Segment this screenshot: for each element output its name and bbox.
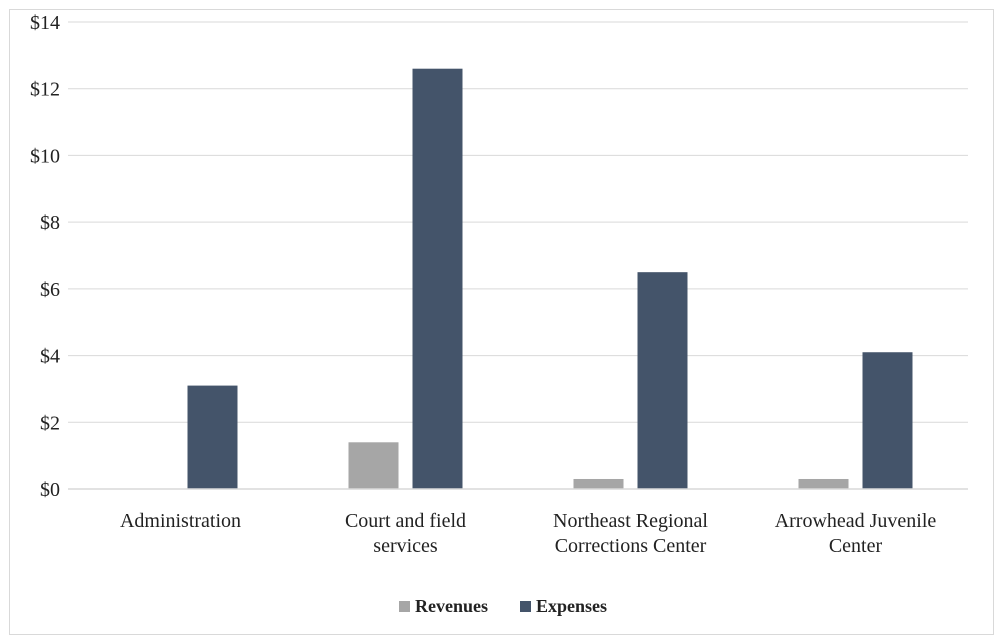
- category-label: Arrowhead Juvenile Center: [775, 510, 937, 557]
- bar-expenses-2: [637, 272, 688, 489]
- legend-label-revenues: Revenues: [415, 596, 488, 616]
- y-tick-label: $14: [30, 12, 60, 34]
- y-tick-label: $2: [40, 412, 60, 434]
- legend: Revenues Expenses: [399, 596, 607, 616]
- bar-expenses-3: [862, 352, 913, 489]
- y-tick-label: $12: [30, 79, 60, 101]
- bar-revenues-1: [348, 442, 399, 489]
- legend-swatch-revenues: [399, 601, 410, 612]
- chart-frame: [9, 9, 994, 635]
- category-label-line: Northeast Regional: [553, 510, 708, 532]
- category-label-line: Arrowhead Juvenile: [775, 510, 937, 532]
- legend-label-expenses: Expenses: [536, 596, 607, 616]
- y-tick-label: $0: [40, 479, 60, 501]
- y-tick-label: $4: [40, 346, 60, 368]
- category-label: Administration: [120, 510, 241, 532]
- bar-expenses-1: [412, 68, 463, 489]
- category-label: Northeast Regional Corrections Center: [553, 510, 708, 557]
- bar-revenues-2: [573, 478, 624, 489]
- bar-revenues-3: [798, 478, 849, 489]
- gridlines: [68, 21, 968, 423]
- y-tick-label: $8: [40, 212, 60, 234]
- category-label: Court and field services: [345, 510, 466, 557]
- bar-expenses-0: [187, 385, 238, 489]
- y-tick-label: $6: [40, 279, 60, 301]
- y-tick-label: $10: [30, 145, 60, 167]
- category-label-line: Court and field: [345, 510, 466, 532]
- y-axis-tick-labels: $0 $2 $4 $6 $8 $10 $12 $14: [30, 12, 60, 501]
- legend-swatch-expenses: [520, 601, 531, 612]
- category-label-line: Administration: [120, 510, 241, 532]
- category-label-line: Corrections Center: [555, 535, 707, 557]
- category-labels: Administration Court and field services Nor…: [120, 510, 936, 557]
- category-label-line: services: [373, 535, 438, 557]
- category-label-line: Center: [829, 535, 883, 557]
- bars: [187, 68, 913, 489]
